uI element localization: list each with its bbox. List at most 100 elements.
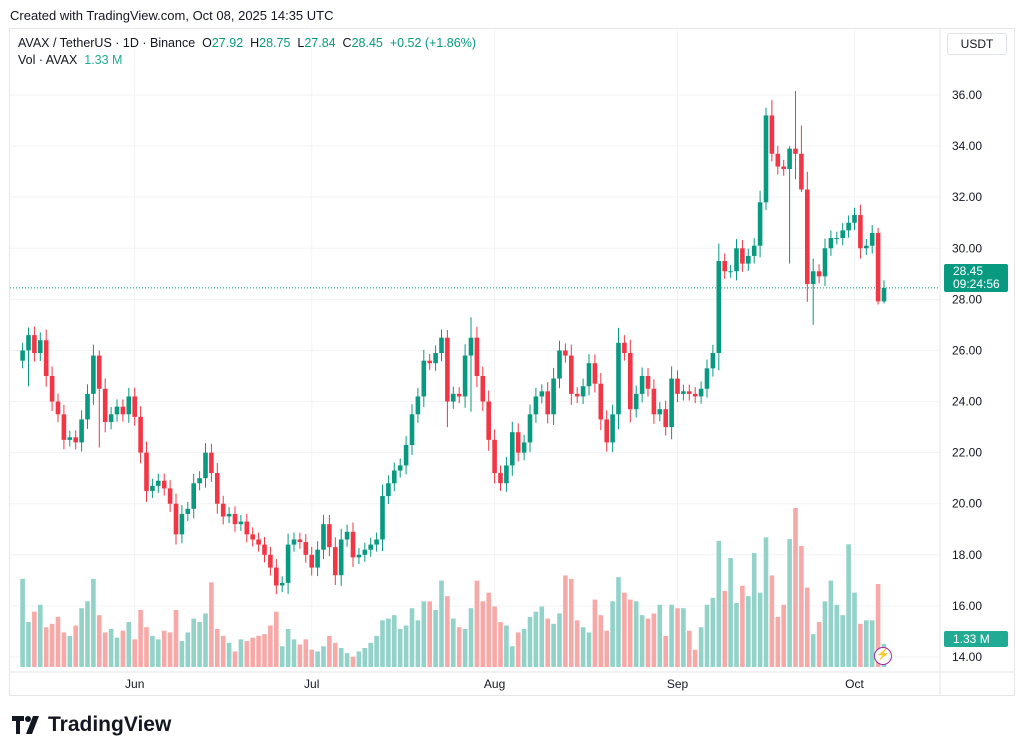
candle-down (61, 414, 67, 440)
volume-bar (238, 639, 244, 667)
volume-bar (722, 590, 727, 667)
volume-bar (569, 578, 574, 667)
volume-bar (380, 620, 385, 667)
candle-down (138, 416, 143, 453)
volume-bar (386, 618, 391, 667)
candle-down (492, 439, 497, 474)
candle-up (321, 524, 326, 550)
candle-up (380, 496, 385, 540)
close-value: 28.45 (351, 36, 383, 50)
candle-up (734, 248, 739, 272)
last-price-label: 28.45 09:24:56 (944, 264, 1008, 292)
candle-down (445, 337, 450, 402)
volume-bar (663, 635, 668, 667)
volume-bar (285, 628, 291, 667)
candle-down (858, 215, 863, 249)
candle-down (49, 375, 55, 402)
low-value: 27.84 (304, 36, 336, 50)
candle-up (392, 470, 397, 484)
candle-up (26, 335, 31, 351)
volume-bar (150, 635, 155, 667)
price-tick-label: 16.00 (952, 599, 982, 613)
open-value: 27.92 (211, 36, 244, 50)
volume-bar (645, 618, 651, 667)
candle-down (515, 432, 521, 453)
symbol-title[interactable]: AVAX / TetherUS · 1D · Binance (18, 36, 196, 50)
volume-bar (73, 625, 78, 667)
candle-up (633, 393, 639, 410)
candle-up (338, 539, 344, 576)
candle-down (692, 393, 698, 397)
volume-bar (574, 620, 580, 667)
volume-bar (156, 639, 161, 667)
currency-button[interactable]: USDT (947, 33, 1007, 55)
candle-down (173, 503, 179, 535)
volume-bar (657, 604, 663, 667)
volume-bar (510, 646, 515, 667)
candle-up (698, 388, 704, 397)
volume-bar (539, 606, 545, 667)
candle-up (291, 539, 297, 545)
candle-down (350, 531, 356, 558)
volume-bar (598, 615, 604, 667)
candle-down (427, 360, 432, 364)
volume-bar (651, 613, 657, 667)
volume-bar (787, 539, 792, 667)
candle-down (598, 383, 604, 420)
volume-bar (279, 646, 285, 667)
volume-bar (704, 604, 710, 667)
candle-up (869, 232, 875, 246)
volume-bar (746, 596, 751, 667)
volume-bar (132, 639, 137, 667)
candle-up (580, 386, 586, 397)
lightning-icon[interactable]: ⚡ (874, 647, 892, 665)
volume-value: 1.33 M (84, 53, 123, 67)
candle-up (315, 549, 320, 568)
volume-bar (580, 627, 586, 667)
volume-bar (757, 592, 763, 667)
volume-bar (161, 630, 167, 667)
price-tick-label: 14.00 (952, 650, 982, 664)
candle-down (274, 567, 279, 586)
volume-bar (344, 653, 350, 667)
candle-up (20, 350, 25, 361)
candle-down (875, 232, 881, 302)
volume-label[interactable]: Vol · AVAX (18, 53, 78, 67)
volume-bar (439, 580, 444, 667)
volume-bar (486, 592, 491, 667)
tradingview-logo[interactable]: TradingView (12, 713, 171, 737)
volume-bar (740, 585, 745, 667)
candle-down (333, 547, 338, 576)
volume-bar (232, 651, 238, 667)
volume-bar (120, 630, 126, 667)
candle-up (787, 148, 792, 170)
candle-down (97, 355, 102, 389)
candle-down (574, 393, 580, 397)
candle-up (521, 442, 527, 453)
candle-up (85, 393, 90, 420)
volume-bar (858, 623, 863, 667)
volume-bar (504, 625, 509, 667)
volume-bar (846, 544, 851, 667)
volume-bar (433, 609, 438, 667)
candle-down (545, 391, 550, 415)
time-tick-label: Oct (845, 677, 864, 691)
candle-down (592, 363, 598, 384)
candle-up (156, 480, 161, 486)
candle-up (356, 554, 362, 558)
candle-up (415, 396, 421, 415)
volume-bar (769, 575, 775, 667)
candle-up (91, 355, 96, 394)
volume-bar (864, 620, 869, 667)
tv-logo-icon (12, 716, 39, 734)
time-tick-label: Jun (125, 677, 144, 691)
volume-bar (451, 618, 456, 667)
candle-down (456, 393, 462, 397)
volume-bar (545, 618, 550, 667)
volume-row: Vol · AVAX 1.33 M (18, 52, 476, 69)
candle-down (43, 340, 49, 376)
volume-bar (114, 637, 120, 667)
volume-bar (309, 649, 314, 667)
candle-up (710, 353, 716, 369)
